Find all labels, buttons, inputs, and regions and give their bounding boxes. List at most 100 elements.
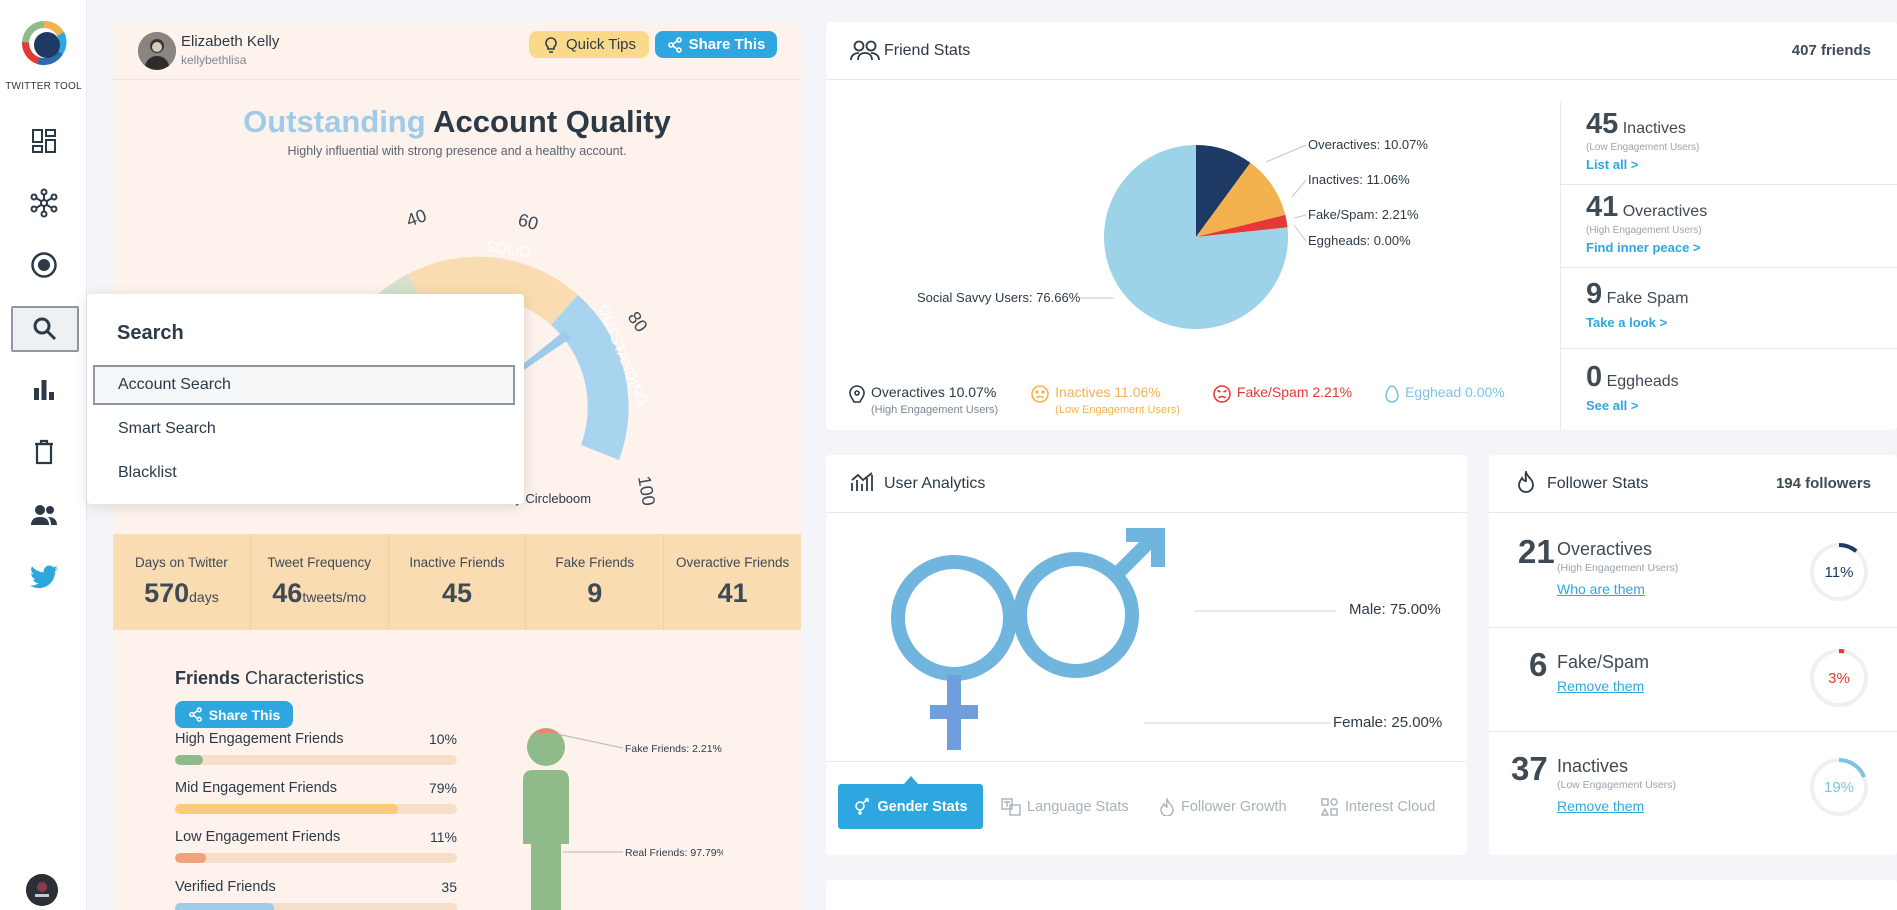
sad-face-icon xyxy=(1031,385,1049,403)
bar-track xyxy=(175,804,457,814)
twitter-bird-icon xyxy=(30,565,58,589)
trash-icon xyxy=(35,439,53,465)
share-this-button[interactable]: Share This xyxy=(655,31,777,58)
legend-main: Overactives 10.07% xyxy=(871,384,997,400)
search-menu-smart-search[interactable]: Smart Search xyxy=(118,420,216,437)
bar-fill xyxy=(175,804,398,814)
stat-fake-friends: Fake Friends 9 xyxy=(526,534,665,630)
profile-avatar[interactable] xyxy=(138,32,176,70)
pie-slice-social-savvy-users[interactable] xyxy=(1104,145,1288,329)
legend-egghead: Egghead 0.00% xyxy=(1384,384,1505,416)
figure-body xyxy=(523,770,569,910)
nav-analytics[interactable] xyxy=(24,370,64,410)
side-name: Overactives xyxy=(1622,203,1708,220)
fol-name: Inactives xyxy=(1557,756,1629,776)
fol-ring-pct: 3% xyxy=(1828,669,1850,687)
remove-them-link[interactable]: Remove them xyxy=(1557,678,1645,694)
who-are-them-link[interactable]: Who are them xyxy=(1557,581,1645,597)
nav-delete[interactable] xyxy=(24,432,64,472)
bar-pct: 10% xyxy=(428,731,457,747)
find-inner-peace-link[interactable]: Find inner peace > xyxy=(1586,240,1701,255)
pie-slice-overactives[interactable] xyxy=(1196,145,1251,237)
friends-characteristics-title: Friends Characteristics xyxy=(175,668,364,689)
profile-name: Elizabeth Kelly xyxy=(181,33,280,50)
legend-sub: (High Engagement Users) xyxy=(871,404,999,416)
stat-value: 46tweets/mo xyxy=(251,578,388,609)
gender-icon xyxy=(855,797,870,815)
stat-value: 45 xyxy=(441,578,473,608)
bar-label: Verified Friends xyxy=(175,879,276,895)
gauge-segment-outstanding xyxy=(551,295,629,460)
tab-follower-growth[interactable]: Follower Growth xyxy=(1159,784,1287,829)
gauge-segment-solid xyxy=(408,256,578,325)
bar-track xyxy=(175,853,457,863)
fc-share-button[interactable]: Share This xyxy=(175,701,293,728)
fol-num: 6 xyxy=(1529,646,1548,683)
nav-users[interactable] xyxy=(24,495,64,535)
search-menu-blacklist[interactable]: Blacklist xyxy=(118,464,177,481)
search-icon xyxy=(33,317,57,341)
quick-tips-button[interactable]: Quick Tips xyxy=(529,31,649,58)
pie-slice-fake-spam[interactable] xyxy=(1196,214,1288,237)
engagement-bar-row: High Engagement Friends 10% xyxy=(175,731,457,765)
fol-sub: (Low Engagement Users) xyxy=(1557,779,1677,791)
nav-twitter[interactable] xyxy=(24,557,64,597)
remove-them-link[interactable]: Remove them xyxy=(1557,798,1645,814)
pie-label-eggheads: Eggheads: 0.00% xyxy=(1308,233,1411,248)
fol-ring-svg xyxy=(1810,649,1868,707)
gauge-tick-100: 100 xyxy=(634,474,659,507)
analytics-chart-icon xyxy=(851,472,873,491)
egg-icon xyxy=(1385,385,1399,403)
stat-number: 570 xyxy=(144,578,190,608)
side-item-eggheads: 0 Eggheads See all > xyxy=(1561,349,1897,430)
nav-search[interactable] xyxy=(11,306,79,352)
side-item-fake-spam: 9 Fake Spam Take a look > xyxy=(1561,268,1897,349)
stat-unit: days xyxy=(189,589,219,605)
bar-fill xyxy=(175,853,207,863)
follower-stats-title: Follower Stats xyxy=(1547,475,1649,492)
logo-icon xyxy=(21,20,66,66)
friend-stats-pie xyxy=(1104,145,1288,329)
pie-slice-inactives[interactable] xyxy=(1196,162,1286,237)
nav-network[interactable] xyxy=(24,183,64,223)
gauge-credit: by Circleboom xyxy=(508,491,592,506)
app-logo[interactable]: TWITTER TOOL xyxy=(0,18,87,92)
gauge-tick-80: 80 xyxy=(624,308,652,336)
user-avatar[interactable] xyxy=(26,874,58,906)
tab-label: Follower Growth xyxy=(1181,798,1287,815)
stat-overactive-friends: Overactive Friends 41 xyxy=(664,534,801,630)
tab-interest-cloud[interactable]: Interest Cloud xyxy=(1321,784,1435,829)
tab-gender-stats[interactable]: Gender Stats xyxy=(838,784,983,829)
side-name: Fake Spam xyxy=(1606,290,1689,307)
side-num: 0 xyxy=(1586,361,1603,393)
stat-number: 46 xyxy=(272,578,303,608)
gender-symbols xyxy=(891,528,1336,750)
angry-face-icon xyxy=(1213,385,1231,403)
account-quality-card: Elizabeth Kelly kellybethlisa Quick Tips… xyxy=(113,22,801,910)
take-a-look-link[interactable]: Take a look > xyxy=(1586,315,1668,330)
pie-label-overactives: Overactives: 10.07% xyxy=(1308,137,1428,152)
flame-icon xyxy=(1160,797,1174,816)
flame-icon xyxy=(1518,471,1534,493)
list-all-link[interactable]: List all > xyxy=(1586,157,1639,172)
engagement-bar-row: Mid Engagement Friends 79% xyxy=(175,780,457,814)
active-tab-caret xyxy=(904,776,918,784)
male-symbol-circle xyxy=(1013,552,1139,678)
follower-item-fake-spam: 6 Fake/Spam Remove them 3% xyxy=(1489,628,1897,732)
stat-unit: tweets/mo xyxy=(302,589,367,605)
friend-stats-count: 407 friends xyxy=(1791,42,1871,59)
search-menu-account-search[interactable]: Account Search xyxy=(93,365,515,405)
pie-label-inactives: Inactives: 11.06% xyxy=(1308,172,1410,187)
gauge-tick-60: 60 xyxy=(516,210,541,235)
stat-days-on-twitter: Days on Twitter 570days xyxy=(113,534,251,630)
fc-title-bold: Friends xyxy=(175,668,241,688)
user-analytics-header: User Analytics xyxy=(826,455,1467,513)
nav-dashboard[interactable] xyxy=(24,121,64,161)
stat-value: 9 xyxy=(587,578,603,608)
target-icon xyxy=(31,252,57,278)
tab-language-stats[interactable]: Language Stats xyxy=(1001,784,1129,829)
fol-ring-pct: 11% xyxy=(1824,563,1854,581)
bar-track xyxy=(175,903,457,910)
nav-target[interactable] xyxy=(24,245,64,285)
see-all-link[interactable]: See all > xyxy=(1586,398,1639,413)
